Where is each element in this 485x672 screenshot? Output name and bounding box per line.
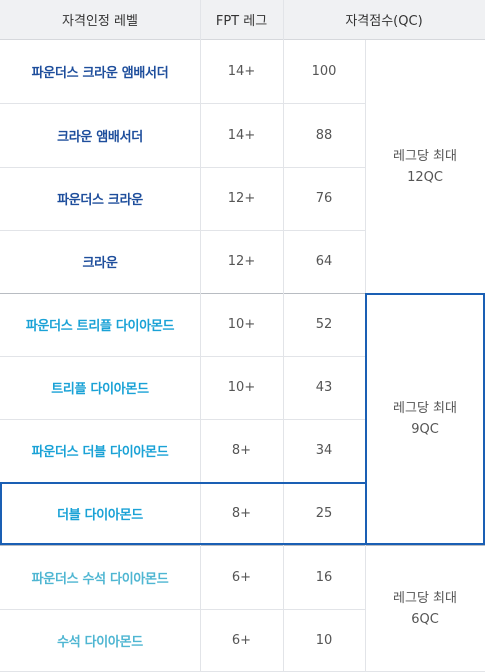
level-cell: 파운더스 크라운 앰배서더	[31, 66, 169, 81]
row-divider	[0, 230, 365, 231]
fpt-leg-cell: 8+	[231, 506, 252, 521]
fpt-leg-cell: 10+	[227, 317, 256, 332]
row-divider	[0, 609, 365, 610]
header-qc: 자격점수(QC)	[283, 0, 485, 40]
qc-group-emerald: 레그당 최대 6QC	[365, 545, 485, 672]
level-cell: 파운더스 수석 다이아몬드	[31, 571, 169, 587]
qc-cell: 16	[315, 569, 333, 585]
qc-cell: 52	[315, 317, 333, 332]
row-divider	[0, 103, 365, 104]
column-divider	[200, 0, 201, 672]
header-level: 자격인정 레벨	[0, 0, 200, 40]
qc-cell: 34	[315, 443, 333, 458]
fpt-leg-cell: 14+	[227, 64, 256, 79]
highlight-frame-qc	[365, 293, 485, 545]
qc-group-value: 9QC	[411, 422, 439, 437]
qc-cell: 88	[315, 127, 333, 143]
row-divider	[0, 356, 365, 357]
level-cell: 트리플 다이아몬드	[51, 382, 149, 397]
fpt-leg-cell: 6+	[231, 569, 252, 585]
qc-group-value: 6QC	[411, 611, 439, 627]
qc-cell: 64	[315, 254, 333, 269]
level-cell: 파운더스 더블 다이아몬드	[31, 445, 169, 460]
level-cell: 크라운 앰배서더	[57, 129, 143, 145]
qc-group-label: 레그당 최대	[393, 148, 457, 164]
level-cell: 더블 다이아몬드	[57, 508, 143, 523]
fpt-leg-cell: 12+	[227, 191, 256, 206]
qc-cell: 76	[315, 191, 333, 206]
header-fpt-leg: FPT 레그	[200, 0, 283, 40]
fpt-leg-cell: 10+	[227, 380, 256, 395]
level-cell: 파운더스 트리플 다이아몬드	[25, 319, 175, 334]
row-divider	[0, 419, 365, 420]
row-divider	[0, 545, 485, 546]
level-cell: 수석 다이아몬드	[57, 635, 143, 650]
level-cell: 파운더스 크라운	[57, 193, 143, 208]
column-divider	[283, 0, 284, 672]
qc-cell: 100	[311, 64, 337, 79]
qc-group-value: 12QC	[407, 169, 443, 185]
qc-group-label: 레그당 최대	[393, 590, 457, 606]
qc-cell: 25	[315, 506, 333, 521]
qc-group-diamond: 레그당 최대 9QC	[365, 293, 485, 545]
qc-group-label: 레그당 최대	[393, 401, 457, 416]
fpt-leg-cell: 14+	[227, 127, 256, 143]
row-divider	[0, 167, 365, 168]
row-divider	[0, 293, 485, 294]
qc-cell: 43	[315, 380, 333, 395]
level-cell: 크라운	[82, 256, 118, 271]
fpt-leg-cell: 12+	[227, 254, 256, 269]
qc-cell: 10	[315, 633, 333, 648]
fpt-leg-cell: 6+	[231, 633, 252, 648]
fpt-leg-cell: 8+	[231, 443, 252, 458]
qc-group-crown: 레그당 최대 12QC	[365, 40, 485, 293]
highlight-frame-row	[0, 482, 367, 545]
